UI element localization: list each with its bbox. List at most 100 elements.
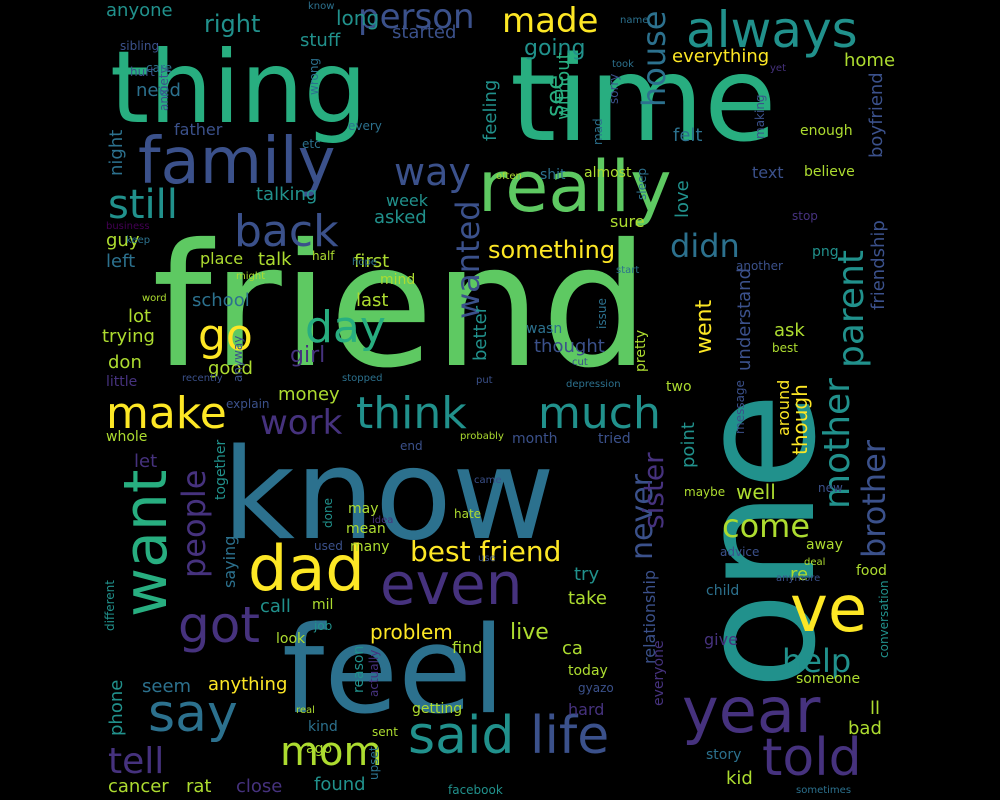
word-let: let	[134, 451, 158, 472]
word-night: night	[106, 129, 127, 176]
word-know-small: know	[308, 1, 335, 12]
word-depression: depression	[566, 379, 621, 390]
word-hard: hard	[568, 700, 605, 719]
word-take: take	[568, 588, 607, 609]
word-talk: talk	[258, 249, 292, 270]
word-upset: upset	[367, 746, 381, 780]
word-ca: ca	[562, 638, 583, 659]
word-call: call	[260, 596, 291, 617]
word-came: came	[474, 475, 502, 486]
word-told: told	[762, 728, 862, 788]
word-whole: whole	[106, 429, 148, 445]
word-wanted: wanted	[449, 200, 487, 319]
word-start: start	[616, 265, 640, 276]
word-cancer: cancer	[108, 776, 169, 797]
word-facebook: facebook	[448, 783, 503, 797]
word-thing: thing	[110, 29, 368, 146]
word-anymore: anymore	[776, 573, 821, 584]
word-mean: mean	[346, 521, 386, 537]
word-someone: someone	[796, 671, 861, 687]
word-going: going	[524, 36, 586, 61]
word-wasn: wasn	[526, 321, 563, 337]
word-money: money	[278, 384, 340, 405]
word-anyway: anyway	[231, 335, 245, 382]
word-father: father	[174, 120, 223, 139]
word-put: put	[476, 375, 493, 386]
word-make: make	[106, 388, 227, 439]
word-much: much	[538, 388, 661, 439]
word-last: last	[356, 290, 389, 311]
word-almost: almost	[584, 165, 632, 181]
word-done: done	[321, 498, 335, 528]
word-find: find	[452, 638, 483, 657]
word-time: time	[510, 30, 777, 168]
word-reason: reason	[351, 645, 367, 693]
word-went: went	[692, 299, 717, 354]
word-ve: ve	[790, 573, 868, 647]
word-food: food	[856, 563, 887, 579]
word-guy: guy	[106, 230, 140, 251]
word-conversation: conversation	[877, 580, 891, 658]
word-ll: ll	[870, 698, 881, 719]
word-found: found	[314, 774, 366, 795]
word-feeling: feeling	[480, 79, 501, 141]
word-thought: thought	[534, 336, 605, 357]
word-sometimes: sometimes	[796, 785, 852, 796]
word-getting: getting	[412, 701, 463, 717]
word-brother: brother	[855, 439, 893, 558]
word-right: right	[204, 10, 261, 38]
word-family: family	[138, 125, 336, 199]
word-love: love	[672, 180, 693, 218]
word-might: might	[236, 271, 266, 282]
word-people: people	[175, 469, 213, 578]
word-sister: sister	[637, 452, 670, 529]
word-look: look	[276, 631, 306, 647]
word-home: home	[844, 50, 896, 71]
word-phone: phone	[106, 679, 127, 736]
word-still: still	[108, 182, 178, 228]
word-place: place	[200, 249, 244, 268]
word-really: really	[478, 146, 672, 228]
word-rat: rat	[186, 776, 212, 797]
word-everything: everything	[672, 46, 770, 67]
word-making: making	[753, 94, 767, 139]
word-explain: explain	[226, 397, 270, 411]
word-believe: believe	[804, 164, 855, 180]
word-problem: problem	[370, 620, 453, 644]
word-etc: etc	[302, 137, 321, 151]
word-name-small: name	[620, 15, 649, 26]
word-cloud: friend know feel time thing one family really al…	[100, 0, 900, 800]
word-everyone: everyone	[651, 640, 667, 706]
word-want: want	[111, 469, 181, 617]
word-go: go	[198, 310, 253, 361]
word-way: way	[394, 150, 471, 194]
word-png: png	[812, 244, 839, 260]
word-felt: felt	[673, 125, 703, 146]
word-better: better	[470, 305, 491, 361]
word-recently: recently	[182, 373, 223, 384]
word-advice: advice	[720, 545, 760, 559]
word-friend: friend	[152, 208, 650, 406]
word-yet: yet	[770, 63, 786, 74]
word-often: often	[496, 171, 522, 182]
word-feel: feel	[282, 602, 506, 741]
word-don: don	[108, 352, 142, 373]
word-friendship: friendship	[868, 220, 889, 310]
word-mad: mad	[591, 118, 605, 145]
word-deal: deal	[804, 557, 826, 568]
word-use: use	[478, 553, 496, 564]
word-tried: tried	[598, 431, 631, 447]
word-away: away	[806, 537, 843, 553]
word-lot: lot	[128, 306, 152, 327]
word-got: got	[178, 596, 260, 654]
word-saying: saying	[220, 535, 239, 588]
word-word: word	[142, 293, 167, 304]
word-may: may	[348, 501, 379, 517]
word-best: best	[772, 341, 798, 355]
word-issue: issue	[595, 298, 609, 329]
word-person: person	[358, 0, 475, 37]
word-try: try	[574, 564, 600, 585]
word-best-friend: best friend	[410, 535, 562, 568]
word-message: message	[733, 380, 747, 434]
word-another: another	[736, 259, 783, 273]
